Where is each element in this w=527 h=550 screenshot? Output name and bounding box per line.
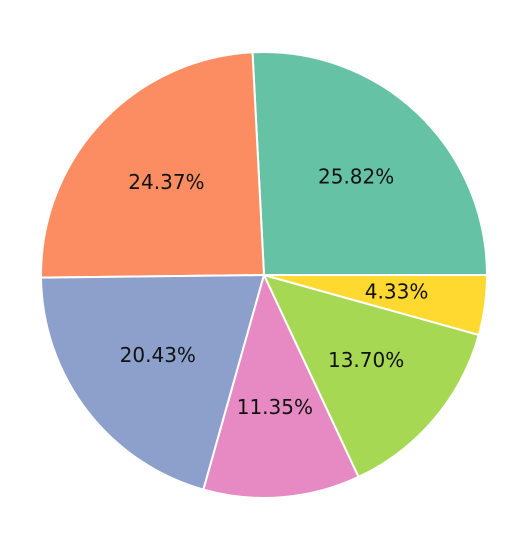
pie-slice [262,273,481,479]
value-label: 24.37% [128,170,204,194]
pie-slice [202,272,360,499]
pie-slice [40,273,266,491]
pie-slice [263,274,489,337]
value-label: 25.82% [318,164,394,188]
value-label: 13.70% [328,348,404,372]
value-label: 20.43% [120,343,196,367]
pie-slice [40,51,266,279]
value-label: 4.33% [365,280,429,304]
pie-slice [251,51,489,276]
value-label: 11.35% [237,395,313,419]
